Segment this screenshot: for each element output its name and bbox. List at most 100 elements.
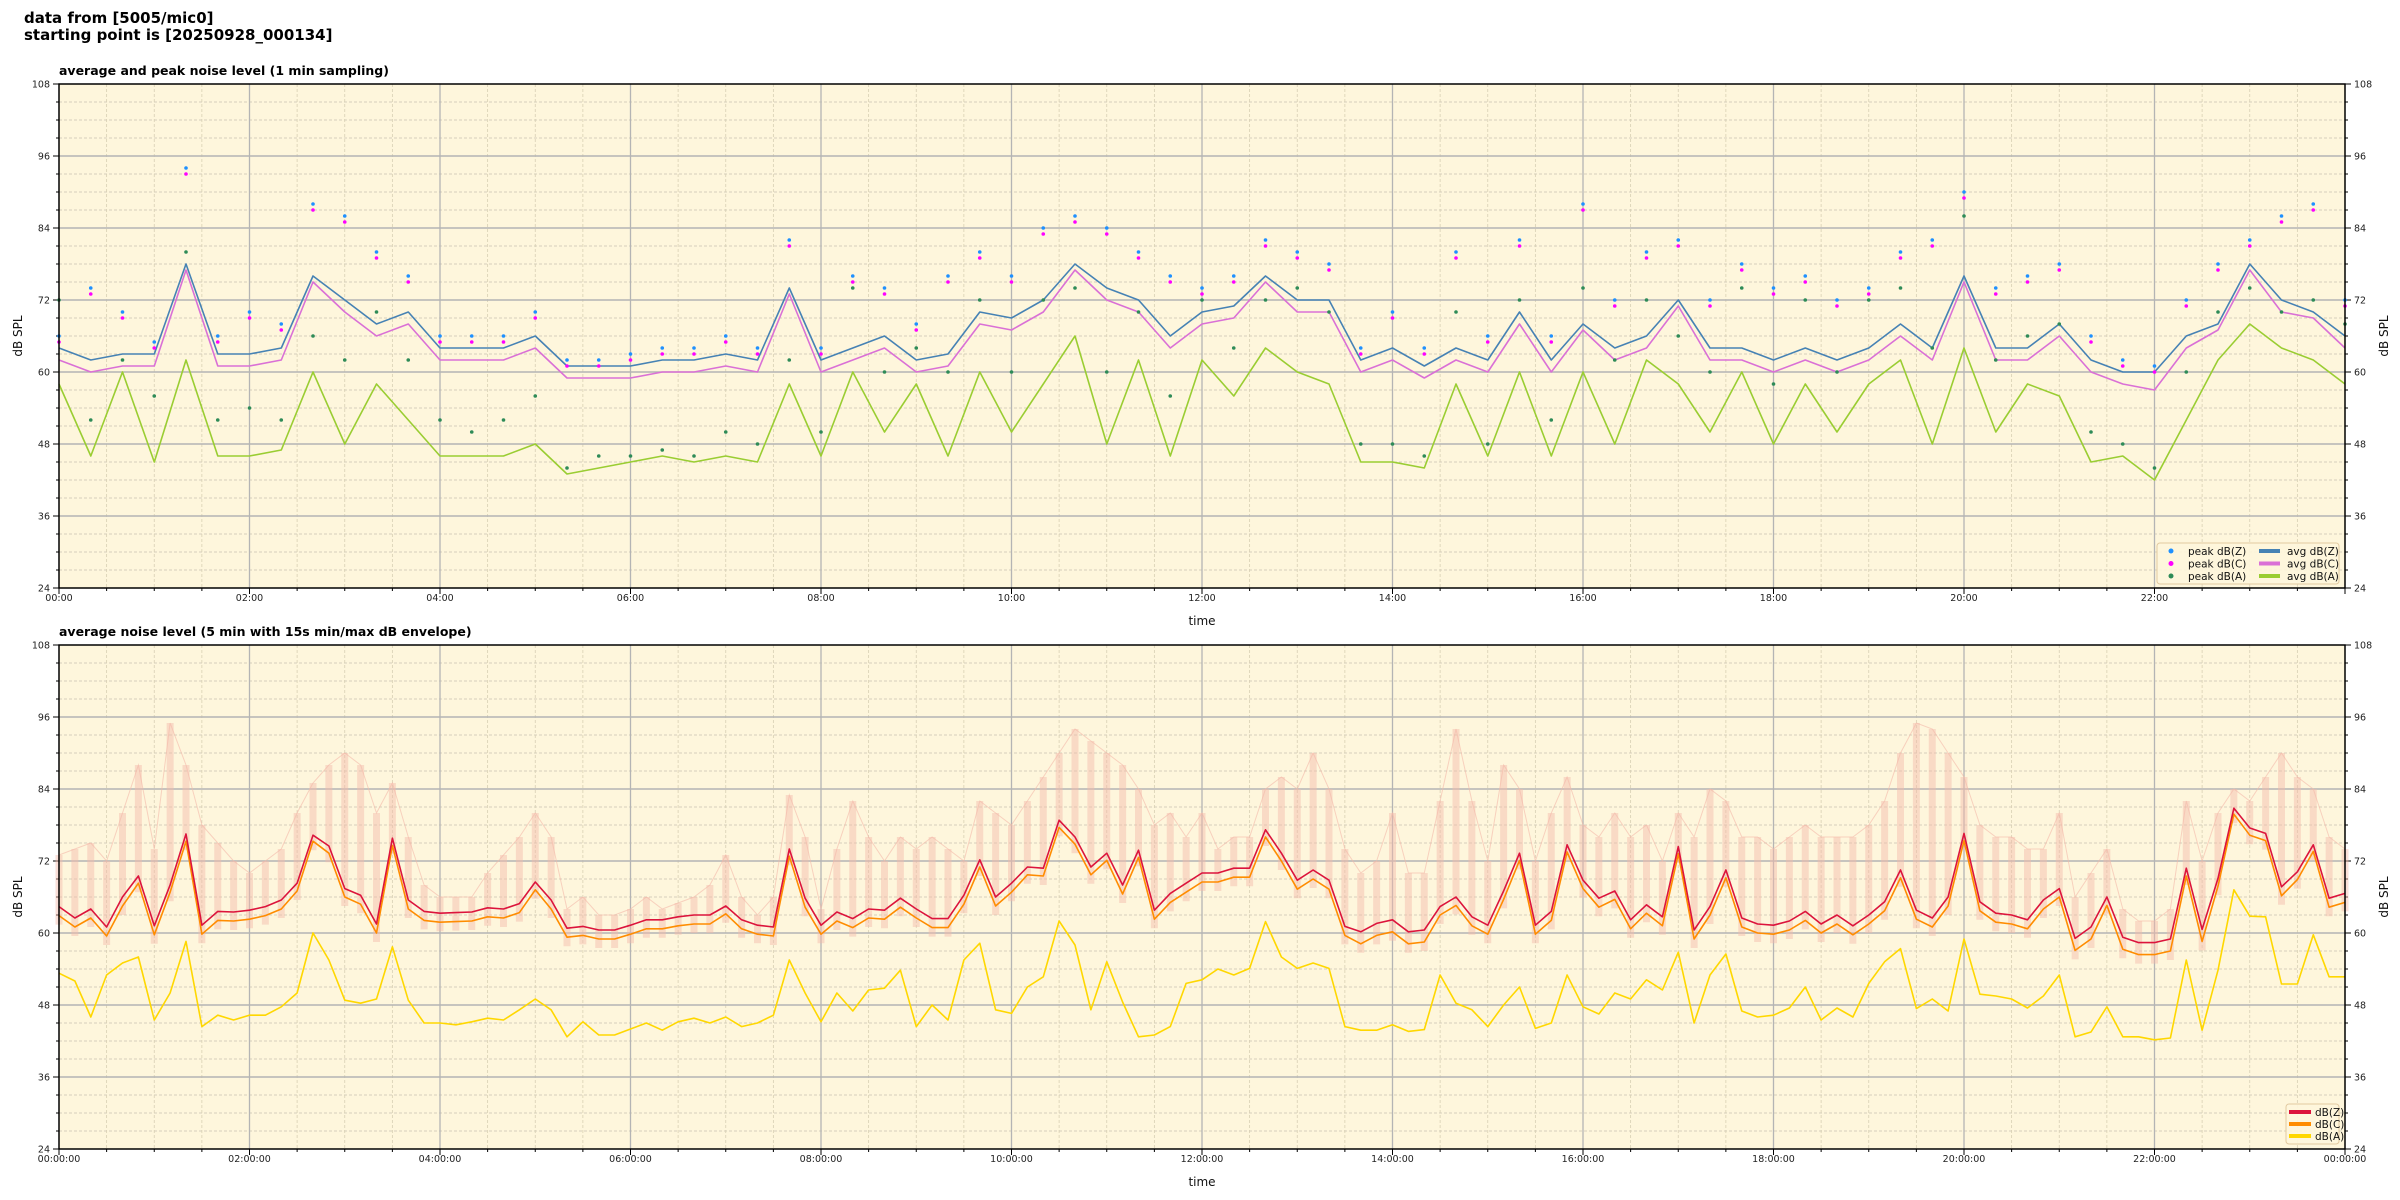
scatter-point-peak-db-c- xyxy=(311,208,315,212)
scatter-point-peak-db-c- xyxy=(1009,280,1014,284)
legend: peak dB(Z)peak dB(C)peak dB(A)avg dB(Z)a… xyxy=(2156,542,2340,585)
y-tick-label: 60 xyxy=(38,368,50,379)
y-tick-label-right: 24 xyxy=(2354,584,2366,595)
series-line-db-c- xyxy=(58,813,2346,956)
x-tick-label: 04:00:00 xyxy=(419,1154,462,1165)
legend-marker xyxy=(2168,548,2174,554)
scatter-point-peak-db-z- xyxy=(1327,262,1331,266)
y-tick-label-right: 72 xyxy=(2354,857,2366,868)
scatter-point-peak-db-z- xyxy=(882,286,887,290)
scatter-point-peak-db-a- xyxy=(1327,310,1331,314)
y-tick-label-right: 108 xyxy=(2354,80,2372,91)
scatter-point-peak-db-c- xyxy=(2279,220,2284,224)
scatter-point-peak-db-a- xyxy=(152,394,157,398)
scatter-point-peak-db-a- xyxy=(184,250,188,254)
y-axis-label-right: dB SPL xyxy=(2377,876,2391,918)
scatter-point-peak-db-c- xyxy=(787,244,792,248)
y-tick-label: 36 xyxy=(38,512,50,523)
scatter-point-peak-db-z- xyxy=(628,352,633,356)
scatter-point-peak-db-c- xyxy=(1041,232,1046,236)
scatter-point-peak-db-c- xyxy=(1898,256,1903,260)
scatter-point-peak-db-a- xyxy=(1993,358,1998,362)
scatter-point-peak-db-z- xyxy=(469,334,474,338)
series-line-avg-db-z- xyxy=(58,263,2346,373)
legend-label: peak dB(A) xyxy=(2188,571,2246,583)
x-tick-label: 14:00 xyxy=(1379,593,1406,604)
scatter-point-peak-db-z- xyxy=(1136,250,1141,254)
scatter-point-peak-db-z- xyxy=(2311,202,2316,206)
scatter-point-peak-db-c- xyxy=(469,340,474,344)
scatter-point-peak-db-a- xyxy=(1866,298,1871,302)
scatter-point-peak-db-z- xyxy=(1517,238,1522,242)
scatter-point-peak-db-a- xyxy=(1073,286,1077,290)
chart-title: average noise level (5 min with 15s min/… xyxy=(59,624,472,639)
scatter-point-peak-db-a- xyxy=(1708,370,1712,374)
scatter-point-peak-db-c- xyxy=(120,316,125,320)
scatter-point-peak-db-z- xyxy=(1390,310,1395,314)
scatter-point-peak-db-z- xyxy=(1739,262,1744,266)
scatter-point-peak-db-c- xyxy=(1454,256,1458,260)
scatter-point-peak-db-a- xyxy=(1644,298,1649,302)
scatter-point-peak-db-a- xyxy=(1200,298,1204,302)
chart-title: average and peak noise level (1 min samp… xyxy=(59,63,389,78)
scatter-point-peak-db-a- xyxy=(406,358,411,362)
scatter-point-peak-db-z- xyxy=(2152,364,2157,368)
scatter-point-peak-db-a- xyxy=(977,298,982,302)
x-tick-label: 22:00:00 xyxy=(2133,1154,2176,1165)
scatter-point-peak-db-a- xyxy=(565,466,569,470)
scatter-point-peak-db-c- xyxy=(2089,340,2093,344)
y-tick-label: 48 xyxy=(38,440,50,451)
scatter-point-peak-db-c- xyxy=(1200,292,1204,296)
scatter-point-peak-db-a- xyxy=(501,418,506,422)
scatter-point-peak-db-c- xyxy=(2057,268,2062,272)
y-tick-label: 48 xyxy=(38,1001,50,1012)
scatter-point-peak-db-z- xyxy=(1168,274,1173,278)
y-tick-label: 84 xyxy=(38,224,50,235)
scatter-point-peak-db-z- xyxy=(1993,286,1998,290)
scatter-point-peak-db-c- xyxy=(1517,244,1522,248)
x-tick-label: 14:00:00 xyxy=(1371,1154,1414,1165)
scatter-point-peak-db-a- xyxy=(311,334,315,338)
scatter-point-peak-db-c- xyxy=(1676,244,1681,248)
scatter-point-peak-db-z- xyxy=(1422,346,1427,350)
scatter-point-peak-db-c- xyxy=(2247,244,2252,248)
scatter-point-peak-db-a- xyxy=(1835,370,1839,374)
x-tick-label: 06:00 xyxy=(617,593,644,604)
scatter-point-peak-db-z- xyxy=(1930,238,1935,242)
scatter-point-peak-db-c- xyxy=(1739,268,1744,272)
scatter-point-peak-db-a- xyxy=(596,454,601,458)
scatter-point-peak-db-a- xyxy=(2184,370,2189,374)
scatter-point-peak-db-c- xyxy=(247,316,252,320)
scatter-point-peak-db-z- xyxy=(152,340,157,344)
scatter-point-peak-db-z- xyxy=(120,310,125,314)
scatter-point-peak-db-c- xyxy=(1104,232,1109,236)
scatter-point-peak-db-a- xyxy=(628,454,633,458)
y-axis-label: dB SPL xyxy=(11,315,25,357)
x-tick-label: 08:00 xyxy=(807,593,834,604)
x-tick-label: 04:00 xyxy=(426,593,453,604)
x-tick-label: 12:00:00 xyxy=(1181,1154,1224,1165)
scatter-point-peak-db-c- xyxy=(2152,370,2157,374)
scatter-point-peak-db-c- xyxy=(819,352,823,356)
scatter-point-peak-db-a- xyxy=(1803,298,1808,302)
y-tick-label-right: 108 xyxy=(2354,641,2372,652)
scatter-point-peak-db-a- xyxy=(1422,454,1427,458)
x-tick-label: 00:00:00 xyxy=(2324,1154,2367,1165)
scatter-point-peak-db-a- xyxy=(1771,382,1776,386)
scatter-point-peak-db-c- xyxy=(2120,364,2125,368)
scatter-point-peak-db-a- xyxy=(1009,370,1014,374)
scatter-point-peak-db-z- xyxy=(1835,298,1839,302)
scatter-point-peak-db-c- xyxy=(850,280,855,284)
scatter-point-peak-db-z- xyxy=(755,346,760,350)
scatter-point-peak-db-a- xyxy=(755,442,760,446)
scatter-point-peak-db-a- xyxy=(1454,310,1458,314)
scatter-point-peak-db-z- xyxy=(2089,334,2093,338)
scatter-point-peak-db-c- xyxy=(1708,304,1712,308)
scatter-point-peak-db-z- xyxy=(215,334,220,338)
scatter-point-peak-db-a- xyxy=(1898,286,1903,290)
scatter-point-peak-db-a- xyxy=(1104,370,1109,374)
scatter-point-peak-db-c- xyxy=(501,340,506,344)
scatter-point-peak-db-c- xyxy=(628,358,633,362)
y-tick-label: 72 xyxy=(38,857,50,868)
